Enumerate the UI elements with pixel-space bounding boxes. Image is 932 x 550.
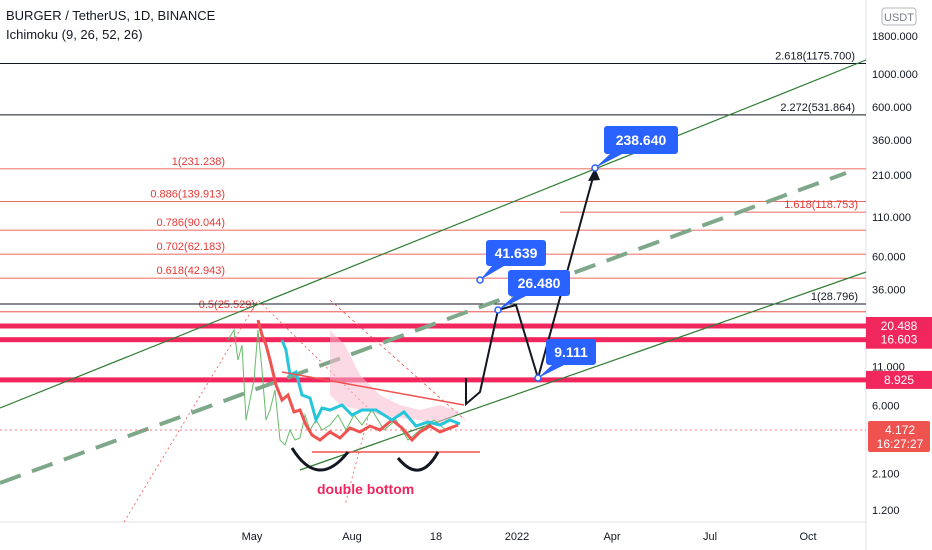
projection-arrowhead xyxy=(588,168,600,181)
horizontal-band-value: 16.603 xyxy=(881,333,918,347)
callout-box xyxy=(508,270,570,296)
indicator-title: Ichimoku (9, 26, 52, 26) xyxy=(6,27,143,42)
x-tick-label: Aug xyxy=(342,531,362,543)
fib-level-label: 1.618(118.753) xyxy=(784,199,858,211)
callout-label: 238.640 xyxy=(616,132,667,148)
fib-level-label: 0.702(62.183) xyxy=(157,241,226,253)
callout-label: 26.480 xyxy=(518,275,561,291)
y-tick-label: 1800.000 xyxy=(872,31,918,43)
double-bottom-label: double bottom xyxy=(317,481,414,497)
double-bottom-arc-right xyxy=(396,451,440,472)
callout-pointer xyxy=(595,154,622,168)
x-tick-label: 18 xyxy=(430,531,442,543)
callout-anchor xyxy=(591,164,599,172)
y-tick-label: 210.000 xyxy=(872,170,912,182)
callout-anchor xyxy=(494,306,502,314)
callout-pointer xyxy=(538,365,564,378)
ichimoku-lagging-span xyxy=(227,328,459,446)
x-tick-label: 2022 xyxy=(505,531,529,543)
y-tick-label: 360.000 xyxy=(872,135,912,147)
y-tick-label: 6.000 xyxy=(872,401,900,413)
fib-level-label: 2.272(531.864) xyxy=(780,102,855,114)
horizontal-band-badge xyxy=(866,317,932,335)
x-tick-label: Oct xyxy=(799,531,816,543)
y-tick-label: 2.100 xyxy=(872,469,900,481)
ichimoku-cloud xyxy=(330,330,460,425)
fib-level-label: 1(28.796) xyxy=(811,291,858,303)
y-tick-label: 11.000 xyxy=(872,361,905,373)
channel-upper-line xyxy=(0,59,867,409)
y-tick-label: 60.000 xyxy=(872,251,906,263)
horizontal-band-line xyxy=(0,337,866,343)
x-tick-label: May xyxy=(242,531,263,543)
horizontal-band-badge xyxy=(866,370,932,389)
last-price-value: 4.172 xyxy=(885,423,915,437)
double-bottom-arc-left xyxy=(290,447,350,472)
callout-box xyxy=(546,339,596,365)
x-axis-ticks: May Aug 18 2022 Apr Jul Oct xyxy=(242,531,817,543)
symbol-title: BURGER / TetherUS, 1D, BINANCE xyxy=(6,8,216,23)
y-tick-label: 1.200 xyxy=(872,505,900,517)
channel-lower-line xyxy=(299,271,867,471)
fib-level-label: 0.5(25.529) xyxy=(199,299,255,311)
callout-box xyxy=(486,240,546,266)
y-tick-label: 36.000 xyxy=(872,285,906,297)
fib-level-label: 2.618(1175.700) xyxy=(775,51,855,63)
y-tick-label: 110.000 xyxy=(872,212,911,224)
fib-level-label: 0.786(90.044) xyxy=(157,217,226,229)
y-tick-label: 600.000 xyxy=(872,102,912,114)
y-axis-ticks: 1800.000 1000.000 600.000 360.000 210.000 110… xyxy=(872,31,918,517)
last-price-countdown: 16:27:27 xyxy=(877,437,924,451)
callout-box xyxy=(604,126,678,154)
y-tick-label: 1000.000 xyxy=(872,69,918,81)
x-tick-label: Apr xyxy=(603,531,620,543)
fib-levels-layer: 2.618(1175.700) 2.272(531.864) 1(231.238) 0… xyxy=(0,51,866,313)
price-line-red xyxy=(256,319,459,443)
ichimoku-base-line xyxy=(280,339,461,428)
horizontal-band-line xyxy=(0,377,866,383)
fib-guide-dotted xyxy=(123,299,371,523)
triangle-top-line xyxy=(281,371,465,406)
callout-pointer xyxy=(498,296,526,310)
guide-dotted-diagonal xyxy=(329,299,466,421)
currency-button[interactable] xyxy=(881,7,917,26)
fib-level-label: 0.886(139.913) xyxy=(150,189,225,201)
fib-level-label: 1(231.238) xyxy=(172,156,225,168)
horizontal-band-value: 8.925 xyxy=(884,373,914,387)
callout-anchor xyxy=(534,374,542,382)
channel-mid-dashed-line xyxy=(0,171,847,485)
callout-anchor xyxy=(476,276,484,284)
callout-label: 41.639 xyxy=(495,245,538,261)
currency-button-label: USDT xyxy=(884,12,914,24)
x-tick-label: Jul xyxy=(703,531,717,543)
callout-label: 9.111 xyxy=(554,344,588,360)
last-price-badge xyxy=(868,421,930,452)
horizontal-band-value: 20.488 xyxy=(881,319,918,333)
fib-level-label: 0.618(42.943) xyxy=(157,265,226,277)
projection-callouts-layer: 41.639 26.480 9.111 238.640 xyxy=(476,126,678,382)
callout-pointer xyxy=(480,266,504,280)
horizontal-band-badge xyxy=(866,330,932,349)
